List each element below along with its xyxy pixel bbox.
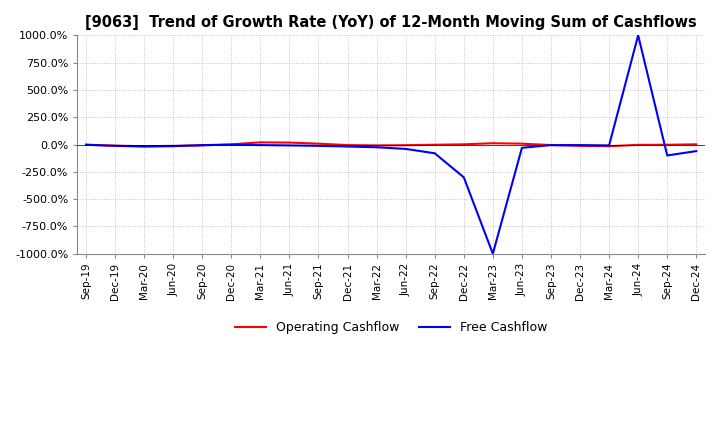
Operating Cashflow bbox=[169, 143, 178, 148]
Operating Cashflow bbox=[140, 143, 148, 149]
Operating Cashflow bbox=[343, 143, 352, 148]
Free Cashflow bbox=[314, 143, 323, 148]
Title: [9063]  Trend of Growth Rate (YoY) of 12-Month Moving Sum of Cashflows: [9063] Trend of Growth Rate (YoY) of 12-… bbox=[85, 15, 697, 30]
Free Cashflow bbox=[285, 143, 294, 148]
Free Cashflow bbox=[605, 143, 613, 148]
Free Cashflow bbox=[256, 143, 265, 148]
Operating Cashflow bbox=[518, 141, 526, 147]
Free Cashflow bbox=[81, 142, 90, 147]
Operating Cashflow bbox=[634, 142, 642, 147]
Free Cashflow bbox=[227, 142, 235, 147]
Operating Cashflow bbox=[431, 142, 439, 147]
Free Cashflow bbox=[692, 148, 701, 154]
Operating Cashflow bbox=[81, 142, 90, 147]
Free Cashflow bbox=[518, 145, 526, 150]
Legend: Operating Cashflow, Free Cashflow: Operating Cashflow, Free Cashflow bbox=[230, 316, 552, 339]
Operating Cashflow bbox=[692, 142, 701, 147]
Free Cashflow bbox=[111, 143, 120, 148]
Operating Cashflow bbox=[459, 142, 468, 147]
Operating Cashflow bbox=[401, 143, 410, 148]
Free Cashflow bbox=[663, 153, 672, 158]
Operating Cashflow bbox=[576, 143, 585, 148]
Free Cashflow bbox=[198, 143, 207, 148]
Operating Cashflow bbox=[256, 140, 265, 145]
Free Cashflow bbox=[489, 251, 498, 257]
Operating Cashflow bbox=[198, 143, 207, 148]
Operating Cashflow bbox=[605, 143, 613, 149]
Operating Cashflow bbox=[285, 140, 294, 145]
Operating Cashflow bbox=[663, 142, 672, 147]
Line: Free Cashflow: Free Cashflow bbox=[86, 35, 696, 254]
Operating Cashflow bbox=[111, 143, 120, 148]
Free Cashflow bbox=[459, 175, 468, 180]
Free Cashflow bbox=[140, 144, 148, 149]
Line: Operating Cashflow: Operating Cashflow bbox=[86, 143, 696, 146]
Free Cashflow bbox=[372, 145, 381, 150]
Operating Cashflow bbox=[227, 142, 235, 147]
Free Cashflow bbox=[546, 143, 555, 148]
Operating Cashflow bbox=[546, 143, 555, 148]
Free Cashflow bbox=[169, 143, 178, 149]
Operating Cashflow bbox=[372, 143, 381, 148]
Free Cashflow bbox=[401, 146, 410, 151]
Operating Cashflow bbox=[489, 141, 498, 146]
Free Cashflow bbox=[431, 150, 439, 156]
Free Cashflow bbox=[634, 33, 642, 38]
Free Cashflow bbox=[576, 143, 585, 148]
Free Cashflow bbox=[343, 144, 352, 149]
Operating Cashflow bbox=[314, 141, 323, 147]
